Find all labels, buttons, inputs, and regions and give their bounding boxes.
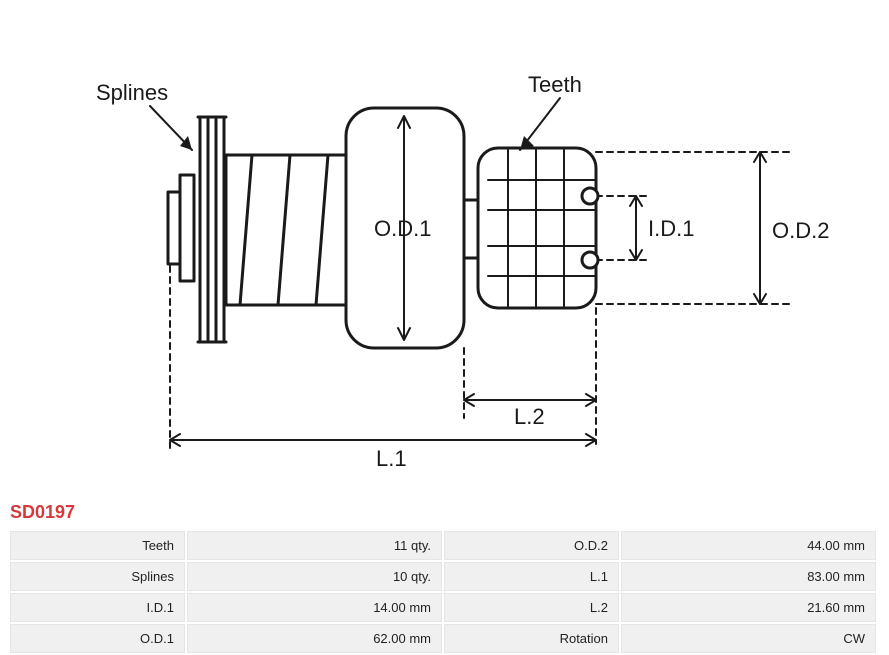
spec-key: O.D.2 xyxy=(444,531,619,560)
spec-val: 21.60 mm xyxy=(621,593,876,622)
spec-key: L.2 xyxy=(444,593,619,622)
label-splines: Splines xyxy=(96,80,168,105)
table-row: O.D.162.00 mmRotationCW xyxy=(10,624,876,653)
spec-val: 62.00 mm xyxy=(187,624,442,653)
spec-val: 11 qty. xyxy=(187,531,442,560)
spec-key: Teeth xyxy=(10,531,185,560)
spec-key: O.D.1 xyxy=(10,624,185,653)
spec-table: Teeth11 qty.O.D.244.00 mmSplines10 qty.L… xyxy=(8,529,878,655)
table-row: Teeth11 qty.O.D.244.00 mm xyxy=(10,531,876,560)
technical-diagram: Splines Teeth O.D.1 I.D.1 O.D.2 L.2 L.1 xyxy=(0,0,889,490)
spec-key: Splines xyxy=(10,562,185,591)
label-od2: O.D.2 xyxy=(772,218,829,243)
spec-val: 83.00 mm xyxy=(621,562,876,591)
label-l2: L.2 xyxy=(514,404,545,429)
label-teeth: Teeth xyxy=(528,72,582,97)
label-id1: I.D.1 xyxy=(648,216,694,241)
spec-val: 14.00 mm xyxy=(187,593,442,622)
table-row: Splines10 qty.L.183.00 mm xyxy=(10,562,876,591)
spec-key: I.D.1 xyxy=(10,593,185,622)
spec-val: 10 qty. xyxy=(187,562,442,591)
spec-val: 44.00 mm xyxy=(621,531,876,560)
part-number: SD0197 xyxy=(10,502,889,523)
diagram-svg: Splines Teeth O.D.1 I.D.1 O.D.2 L.2 L.1 xyxy=(0,0,889,490)
label-od1: O.D.1 xyxy=(374,216,431,241)
spec-key: Rotation xyxy=(444,624,619,653)
spec-key: L.1 xyxy=(444,562,619,591)
label-l1: L.1 xyxy=(376,446,407,471)
spec-val: CW xyxy=(621,624,876,653)
table-row: I.D.114.00 mmL.221.60 mm xyxy=(10,593,876,622)
